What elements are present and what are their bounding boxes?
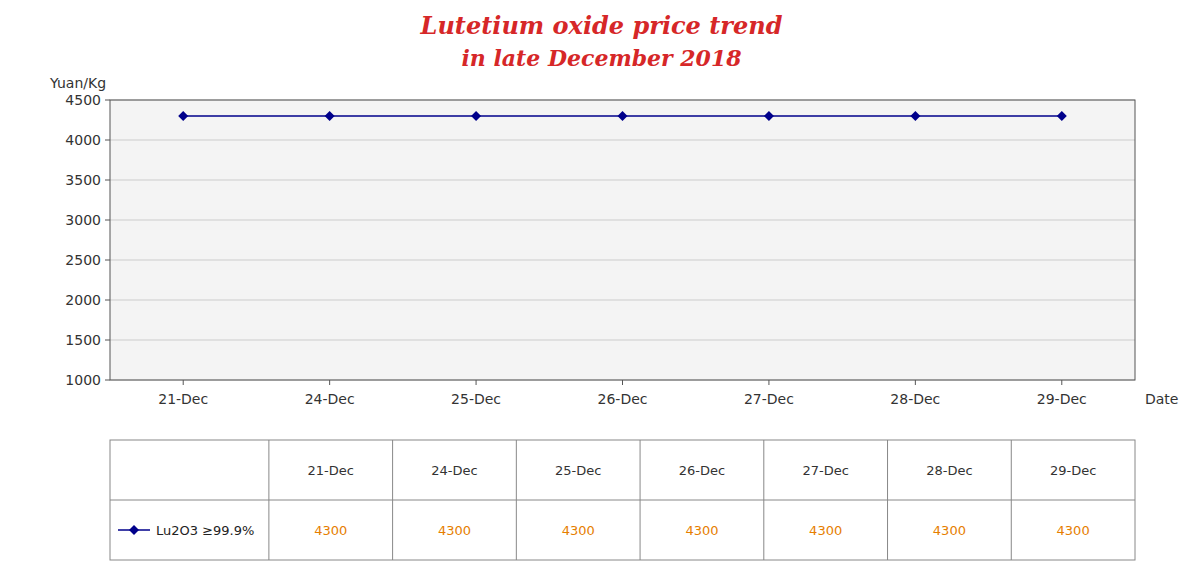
y-tick-label: 3500 [65,172,101,188]
x-axis-label: Date [1145,391,1178,407]
x-tick-label: 26-Dec [598,391,648,407]
x-tick-label: 27-Dec [744,391,794,407]
x-tick-label: 29-Dec [1037,391,1087,407]
plot-frame [110,100,1135,380]
y-tick-label: 1500 [65,332,101,348]
point-marker [325,111,335,121]
table-date: 25-Dec [555,463,601,478]
x-tick [329,380,330,385]
point-marker [764,111,774,121]
y-axis-label: Yuan/Kg [49,75,106,91]
plot-data [178,111,1067,121]
point-marker [471,111,481,121]
table-date: 29-Dec [1050,463,1096,478]
table-date: 26-Dec [679,463,725,478]
grid-line [110,340,1135,341]
plot-background [110,100,1135,380]
y-tick [105,180,110,181]
grid-line [110,140,1135,141]
data-label: 4300 [438,523,471,538]
table-date: 27-Dec [802,463,848,478]
x-tick [915,380,916,385]
data-table: 21-Dec 24-Dec 25-Dec 26-Dec 27-Dec 28-Dec 29-D… [110,440,1135,560]
table-divider [640,440,641,560]
table-date: 24-Dec [431,463,477,478]
y-tick [105,380,110,381]
y-tick [105,100,110,101]
data-label: 4300 [933,523,966,538]
table-border [110,440,1135,560]
y-tick [105,140,110,141]
y-tick [105,220,110,221]
table-divider [392,440,393,560]
y-grid [110,100,1135,380]
legend-marker [129,525,139,535]
table-divider [268,440,269,560]
table-date: 28-Dec [926,463,972,478]
grid-line [110,180,1135,181]
y-tick-label: 2000 [65,292,101,308]
x-tick [183,380,184,385]
table-date: 21-Dec [308,463,354,478]
data-label: 4300 [562,523,595,538]
x-tick-label: 21-Dec [158,391,208,407]
table-divider [887,440,888,560]
data-label: 4300 [1057,523,1090,538]
x-tick [768,380,769,385]
chart-svg: Lutetium oxide price trend in late Decemb… [0,0,1203,571]
table-divider [516,440,517,560]
y-tick-label: 2500 [65,252,101,268]
y-tick [105,340,110,341]
x-tick-label: 28-Dec [890,391,940,407]
x-tick [622,380,623,385]
point-marker [178,111,188,121]
grid-line [110,260,1135,261]
point-marker [618,111,628,121]
data-label: 4300 [809,523,842,538]
y-tick [105,260,110,261]
data-label: 4300 [685,523,718,538]
y-tick-label: 4500 [65,92,101,108]
y-tick-label: 4000 [65,132,101,148]
x-tick-label: 24-Dec [305,391,355,407]
y-tick-label: 1000 [65,372,101,388]
x-tick-label: 25-Dec [451,391,501,407]
data-label: 4300 [314,523,347,538]
chart-title: Lutetium oxide price trend [420,11,783,40]
legend-label: Lu2O3 ≥99.9% [156,523,254,538]
grid-line [110,300,1135,301]
x-tick [1061,380,1062,385]
x-tick [476,380,477,385]
table-divider [110,500,1135,501]
chart-container: Lutetium oxide price trend in late Decemb… [0,0,1203,571]
point-marker [910,111,920,121]
chart-subtitle: in late December 2018 [461,45,741,71]
y-tick-label: 3000 [65,212,101,228]
y-tick [105,300,110,301]
point-marker [1057,111,1067,121]
table-divider [1011,440,1012,560]
grid-line [110,220,1135,221]
table-divider [763,440,764,560]
